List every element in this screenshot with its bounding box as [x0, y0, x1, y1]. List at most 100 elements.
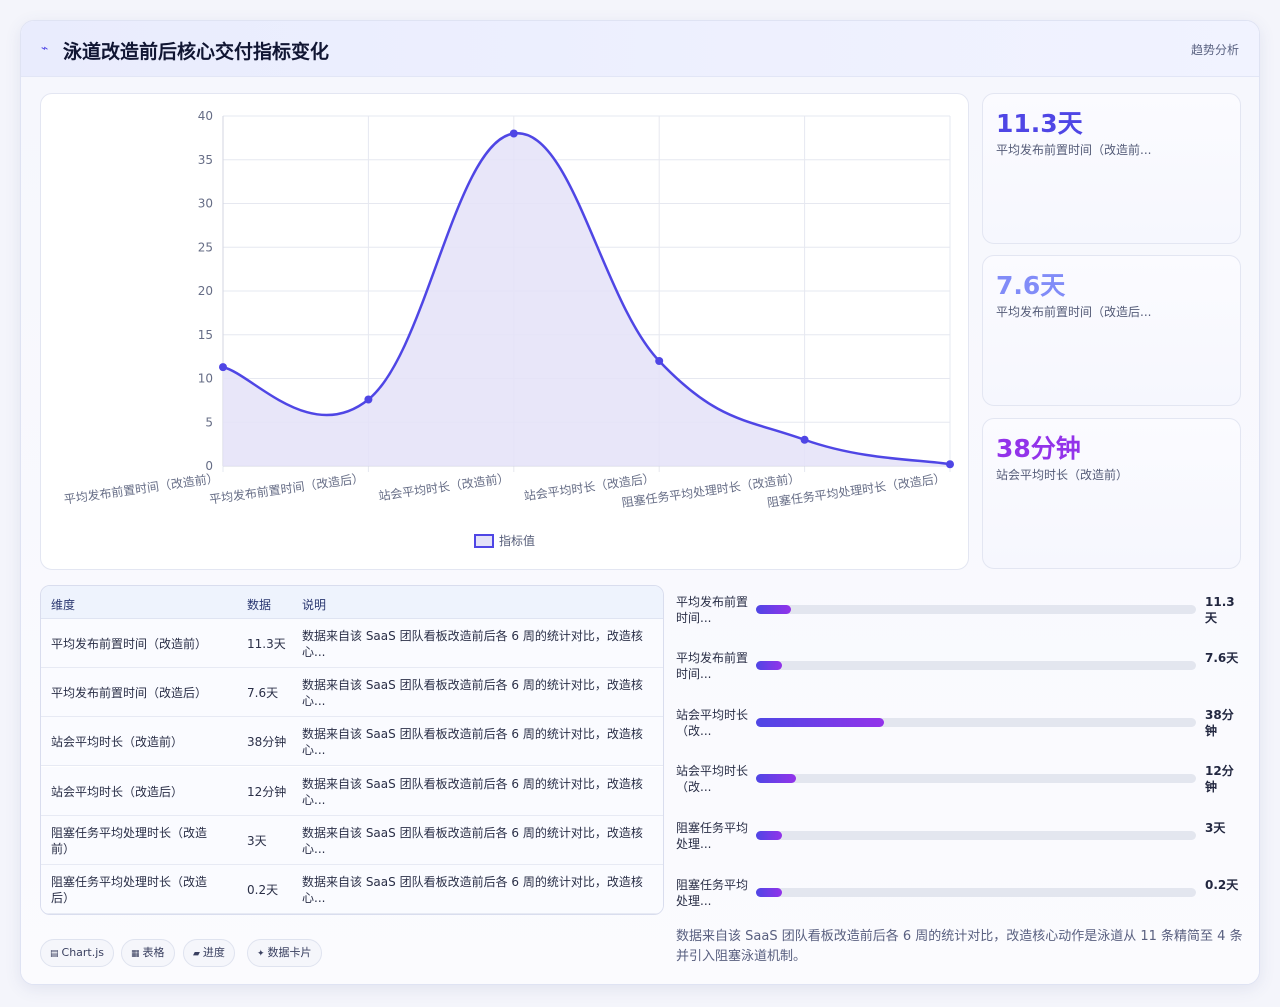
- stat-label: 平均发布前置时间（改造后...: [996, 305, 1152, 319]
- data-source-note: 数据来自该 SaaS 团队看板改造前后各 6 周的统计对比，改造核心动作是泳道从…: [676, 929, 1243, 964]
- table-icon: ▦: [131, 949, 140, 959]
- header-tag: 趋势分析: [1190, 43, 1239, 57]
- data-point: [655, 357, 664, 365]
- progress-icon: ▰: [193, 949, 200, 959]
- y-tick-label: 35: [198, 153, 213, 167]
- dashboard-card: ⌁ 泳道改造前后核心交付指标变化 趋势分析 0 5 10 15 20 25 30 35 40 平均…: [20, 20, 1260, 985]
- stat-value: 38分钟: [996, 434, 1081, 463]
- progress-row: 站会平均时长（改... 12分钟: [676, 763, 1241, 803]
- cell-dimension: 站会平均时长（改造后）: [51, 784, 184, 799]
- progress-label: 平均发布前置时间...: [676, 651, 749, 681]
- stat-value: 7.6天: [996, 271, 1066, 300]
- progress-value: 3天: [1205, 821, 1226, 835]
- data-point: [946, 460, 954, 469]
- progress-row: 平均发布前置时间... 11.3天: [676, 594, 1241, 634]
- stat-value: 11.3天: [996, 109, 1083, 138]
- progress-fill: [756, 774, 796, 783]
- legend-swatch: [474, 534, 494, 548]
- y-tick-label: 40: [198, 109, 213, 123]
- tag-chart[interactable]: ▤ Chart.js: [40, 939, 115, 967]
- y-tick-label: 25: [198, 240, 213, 254]
- stat-card-2: 7.6天 平均发布前置时间（改造后...: [982, 255, 1241, 406]
- chart-icon: ▤: [50, 949, 59, 959]
- progress-label: 阻塞任务平均处理...: [676, 821, 749, 851]
- progress-fill: [756, 718, 884, 727]
- legend-label: 指标值: [499, 533, 535, 548]
- cell-description: 数据来自该 SaaS 团队看板改造前后各 6 周的统计对比，改造核心...: [302, 726, 643, 757]
- y-tick-label: 30: [198, 197, 213, 211]
- progress-value: 11.3天: [1205, 595, 1235, 625]
- table-row: 站会平均时长（改造后） 12分钟 数据来自该 SaaS 团队看板改造前后各 6 周的…: [41, 767, 663, 816]
- table-row: 平均发布前置时间（改造前） 11.3天 数据来自该 SaaS 团队看板改造前后各 6…: [41, 619, 663, 668]
- cell-data: 11.3天: [247, 636, 286, 651]
- tag-label: 数据卡片: [267, 946, 312, 959]
- progress-track: [756, 831, 1196, 840]
- x-tick-label: 站会平均时长（改造前）: [377, 470, 510, 503]
- tag-label: 表格: [142, 946, 165, 959]
- progress-label: 阻塞任务平均处理...: [676, 878, 749, 908]
- tag-progress[interactable]: ▰ 进度: [183, 939, 235, 967]
- progress-track: [756, 774, 1196, 783]
- x-tick-label: 平均发布前置时间（改造前）: [63, 470, 220, 507]
- progress-label: 站会平均时长（改...: [676, 708, 749, 738]
- y-tick-label: 10: [198, 372, 213, 386]
- progress-track: [756, 888, 1196, 897]
- cell-data: 7.6天: [247, 685, 279, 700]
- cell-description: 数据来自该 SaaS 团队看板改造前后各 6 周的统计对比，改造核心...: [302, 628, 643, 659]
- chart-panel: 0 5 10 15 20 25 30 35 40 平均发布前置时间（改造前） 平均发布前置时间（改造…: [40, 93, 969, 570]
- y-tick-label: 20: [198, 284, 213, 298]
- progress-row: 站会平均时长（改... 38分钟: [676, 707, 1241, 747]
- progress-row: 平均发布前置时间... 7.6天: [676, 650, 1241, 690]
- progress-value: 0.2天: [1205, 878, 1239, 892]
- line-chart: 0 5 10 15 20 25 30 35 40 平均发布前置时间（改造前）平均发布前置时间（改造…: [63, 109, 954, 548]
- table-row: 阻塞任务平均处理时长（改造前） 3天 数据来自该 SaaS 团队看板改造前后各 6 …: [41, 816, 663, 865]
- stat-card-3: 38分钟 站会平均时长（改造前）: [982, 418, 1241, 569]
- y-tick-label: 0: [205, 459, 213, 473]
- table-header: 维度 数据 说明: [41, 586, 663, 619]
- series-area: [223, 133, 950, 466]
- column-header-dimension: 维度: [51, 598, 76, 612]
- tag-label: Chart.js: [61, 946, 105, 959]
- stat-label: 站会平均时长（改造前）: [996, 468, 1129, 482]
- cell-dimension: 平均发布前置时间（改造后）: [51, 685, 208, 700]
- page-title: 泳道改造前后核心交付指标变化: [63, 41, 330, 63]
- card-header: ⌁ 泳道改造前后核心交付指标变化 趋势分析: [21, 21, 1259, 77]
- column-header-data: 数据: [247, 598, 272, 612]
- progress-track: [756, 661, 1196, 670]
- cell-description: 数据来自该 SaaS 团队看板改造前后各 6 周的统计对比，改造核心...: [302, 677, 643, 708]
- table-row: 阻塞任务平均处理时长（改造后） 0.2天 数据来自该 SaaS 团队看板改造前后各 …: [41, 865, 663, 914]
- tag-card[interactable]: ✦ 数据卡片: [247, 939, 322, 967]
- progress-label: 站会平均时长（改...: [676, 764, 749, 794]
- progress-fill: [756, 831, 783, 840]
- stat-label: 平均发布前置时间（改造前...: [996, 143, 1152, 157]
- data-point: [219, 363, 227, 372]
- stat-card-1: 11.3天 平均发布前置时间（改造前...: [982, 93, 1241, 244]
- cell-description: 数据来自该 SaaS 团队看板改造前后各 6 周的统计对比，改造核心...: [302, 776, 643, 807]
- cell-data: 38分钟: [247, 734, 287, 749]
- progress-track: [756, 718, 1196, 727]
- cell-description: 数据来自该 SaaS 团队看板改造前后各 6 周的统计对比，改造核心...: [302, 874, 643, 905]
- tag-table[interactable]: ▦ 表格: [121, 939, 175, 967]
- progress-value: 38分钟: [1205, 708, 1234, 738]
- y-tick-label: 5: [205, 415, 213, 429]
- table-row: 站会平均时长（改造前） 38分钟 数据来自该 SaaS 团队看板改造前后各 6 周的…: [41, 717, 663, 766]
- progress-fill: [756, 661, 783, 670]
- y-tick-label: 15: [198, 328, 213, 342]
- progress-row: 阻塞任务平均处理... 0.2天: [676, 877, 1241, 917]
- data-point: [800, 435, 809, 444]
- data-point: [364, 395, 373, 404]
- progress-fill: [756, 888, 783, 897]
- cell-dimension: 平均发布前置时间（改造前）: [51, 636, 208, 651]
- cell-description: 数据来自该 SaaS 团队看板改造前后各 6 周的统计对比，改造核心...: [302, 825, 643, 856]
- card-icon: ✦: [257, 949, 265, 959]
- tag-label: 进度: [202, 946, 225, 959]
- trend-icon: ⌁: [41, 41, 49, 55]
- cell-dimension: 阻塞任务平均处理时长（改造后）: [51, 874, 208, 905]
- cell-data: 0.2天: [247, 882, 279, 897]
- progress-value: 12分钟: [1205, 764, 1234, 794]
- progress-fill: [756, 605, 792, 614]
- progress-label: 平均发布前置时间...: [676, 595, 749, 625]
- x-tick-label: 平均发布前置时间（改造后）: [208, 470, 365, 507]
- column-header-desc: 说明: [302, 598, 327, 612]
- table-row: 平均发布前置时间（改造后） 7.6天 数据来自该 SaaS 团队看板改造前后各 6 …: [41, 668, 663, 717]
